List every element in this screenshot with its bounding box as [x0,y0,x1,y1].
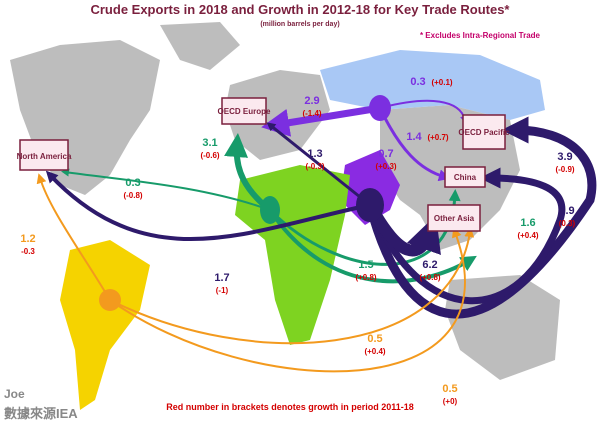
route-value: 0.3 [125,177,140,189]
region-label: OECD Pacific [458,128,510,137]
route-value: 1.7 [214,272,229,284]
route-value: 1.3 [307,148,322,160]
route-growth: (+0.7) [427,133,448,142]
route-value: 3.9 [557,151,572,163]
region-label: China [454,173,477,182]
route-value: 1.6 [520,217,535,229]
region-label: OECD Europe [218,107,271,116]
region-label: Other Asia [434,214,475,223]
footer: Red number in brackets denotes growth in… [166,402,414,412]
region-box: China [444,166,486,188]
route-value: 1.2 [20,233,35,245]
route-growth: (+0.8) [419,273,440,282]
nodes [99,95,391,311]
route-growth: -0.3 [21,247,35,256]
route-growth: (+0.4) [364,347,385,356]
route-value: 0.3 [410,76,425,88]
route-growth: (-0.8) [123,191,142,200]
route-value: 0.5 [442,383,457,395]
region-box: OECD Europe [218,97,271,125]
note: * Excludes Intra-Regional Trade [420,31,541,40]
region-box: North America [17,139,72,171]
route-growth: (-0.9) [555,165,574,174]
route-value: 3.1 [202,137,217,149]
title: Crude Exports in 2018 and Growth in 2012… [90,2,510,17]
route-growth: (0.3) [559,219,576,228]
route-value: 0.7 [378,148,393,160]
route-value: 2.9 [559,205,574,217]
region-box: OECD Pacific [458,114,510,150]
route-growth: (+0.8) [355,273,376,282]
route-labels: 0.3 (+0.1) 2.9 (-1.4) 1.4 (+0.7) 3.1 (-0.6) 1.3 (… [20,76,575,406]
route-growth: (+0.1) [431,78,452,87]
route-value: 0.5 [367,333,382,345]
route-growth: (-1) [216,286,229,295]
subtitle: (million barrels per day) [260,21,339,28]
route-value: 6.2 [422,259,437,271]
route-growth: (+0.3) [375,162,396,171]
route-value: 1.4 [406,131,422,143]
route-value: 2.9 [304,95,319,107]
route-growth: (+0.4) [517,231,538,240]
route-growth: (-1.4) [302,109,321,118]
route-growth: (-0.3) [305,162,324,171]
route-growth: (+0) [443,397,458,406]
route-value: 1.5 [358,259,373,271]
flows [36,99,597,373]
watermark: Joe [4,387,25,401]
region-box: Other Asia [427,204,481,232]
route-growth: (-0.6) [200,151,219,160]
watermark: 數據來源IEA [4,406,78,421]
region-label: North America [17,152,72,161]
